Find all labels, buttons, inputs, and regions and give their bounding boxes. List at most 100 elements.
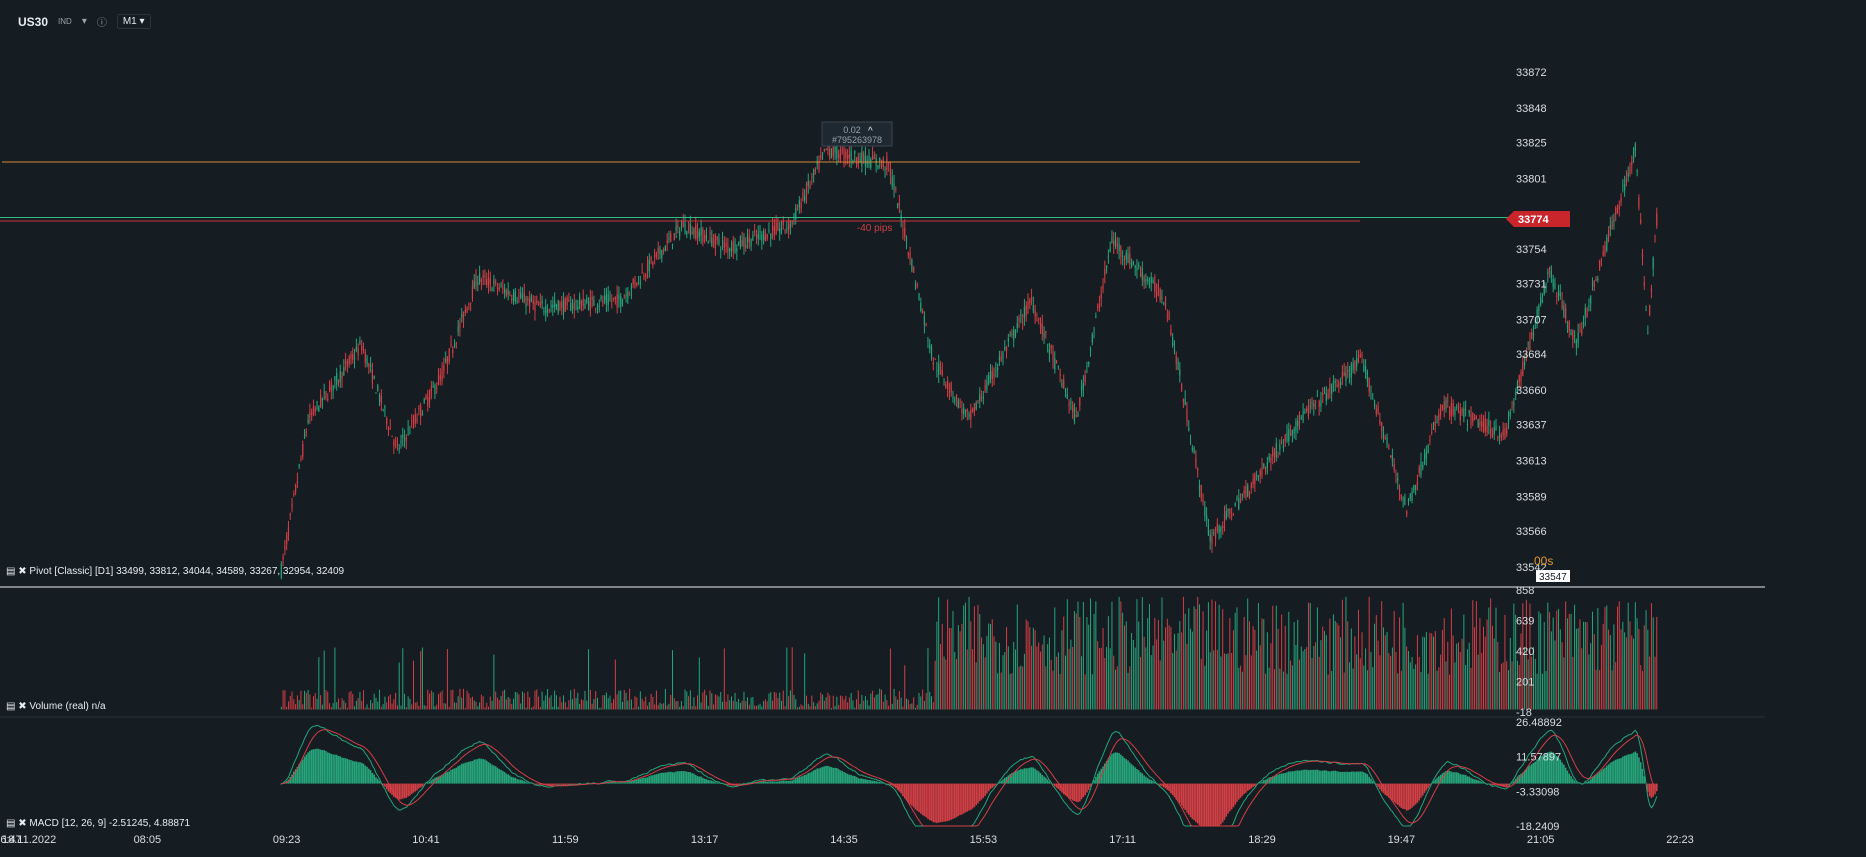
volume-bar: [418, 705, 420, 710]
candle: [1227, 509, 1229, 512]
candle: [1011, 332, 1013, 336]
macd-histogram-bar: [1448, 770, 1451, 784]
candle: [473, 281, 475, 289]
macd-histogram-bar: [737, 783, 740, 785]
macd-histogram-bar: [655, 774, 658, 784]
candle: [384, 406, 386, 409]
pivot-indicator-label[interactable]: ▤ ✖ Pivot [Classic] [D1] 33499, 33812, 3…: [6, 566, 344, 577]
candle: [1316, 395, 1318, 397]
volume-bar: [1424, 637, 1426, 710]
volume-indicator-label[interactable]: ▤ ✖ Volume (real) n/a: [6, 701, 106, 712]
indicator-menu-icon[interactable]: ▤: [6, 818, 16, 829]
volume-bar: [638, 706, 640, 710]
candle: [864, 155, 867, 167]
macd-histogram-bar: [718, 782, 720, 784]
candle: [1431, 431, 1433, 433]
macd-histogram-bar: [1346, 771, 1349, 784]
macd-histogram-bar: [871, 780, 874, 784]
macd-histogram-bar: [1320, 770, 1322, 784]
macd-histogram-bar: [1600, 770, 1603, 784]
volume-bar: [791, 647, 793, 710]
macd-histogram-bar: [382, 783, 384, 786]
volume-bar: [911, 703, 913, 710]
volume-bar: [343, 700, 345, 710]
macd-histogram-bar: [1098, 771, 1101, 784]
candle: [789, 223, 792, 229]
candle: [1191, 448, 1193, 450]
macd-histogram-bar: [809, 772, 811, 784]
volume-bar: [695, 706, 697, 710]
volume-bar: [596, 697, 598, 710]
macd-histogram-bar: [866, 779, 869, 784]
candle: [820, 155, 822, 159]
remove-indicator-icon[interactable]: ✖: [18, 701, 27, 712]
candle: [934, 358, 936, 360]
macd-histogram-bar: [1146, 777, 1149, 784]
volume-bar: [1315, 642, 1317, 710]
macd-histogram-bar: [310, 749, 313, 784]
caret-down-icon[interactable]: ▾: [81, 16, 87, 27]
macd-histogram-bar: [643, 777, 645, 784]
macd-histogram-bar: [1545, 753, 1547, 784]
timeframe-select[interactable]: M1 ▾: [116, 14, 151, 29]
macd-histogram-bar: [1450, 771, 1453, 784]
macd-indicator-label[interactable]: ▤ ✖ MACD [12, 26, 9] -2.51245, 4.88871: [6, 818, 190, 829]
macd-values: -2.51245, 4.88871: [108, 818, 191, 829]
volume-bar: [370, 700, 372, 710]
candle: [1182, 399, 1185, 403]
candle: [498, 287, 500, 290]
symbol-label[interactable]: US30: [18, 14, 49, 29]
macd-histogram-bar: [807, 773, 810, 784]
volume-bar: [863, 700, 865, 710]
candle: [489, 278, 491, 284]
volume-bar: [1422, 636, 1424, 710]
macd-histogram-bar: [791, 780, 793, 784]
macd-histogram-bar: [1577, 782, 1579, 784]
volume-bar: [788, 696, 790, 710]
macd-histogram-bar: [666, 772, 668, 784]
volume-bar: [914, 707, 916, 710]
volume-bar: [361, 701, 363, 710]
volume-bar: [745, 701, 747, 710]
macd-histogram-bar: [341, 757, 343, 784]
volume-bar: [316, 698, 318, 710]
candle: [1502, 429, 1504, 436]
volume-bar: [1427, 673, 1429, 710]
volume-bar: [1116, 666, 1118, 710]
volume-bar: [1220, 656, 1222, 710]
macd-histogram-bar: [475, 759, 477, 784]
remove-indicator-icon[interactable]: ✖: [18, 566, 27, 577]
candle: [566, 297, 568, 306]
volume-bar: [520, 703, 522, 710]
candle: [503, 288, 506, 294]
volume-bar: [1288, 611, 1290, 710]
info-icon[interactable]: ⓘ: [96, 18, 107, 29]
candle: [1284, 434, 1286, 442]
candle: [1597, 278, 1599, 280]
candle: [1388, 447, 1390, 450]
candle: [461, 314, 463, 318]
indicator-menu-icon[interactable]: ▤: [6, 701, 16, 712]
volume-bar: [630, 699, 632, 710]
macd-histogram-bar: [1118, 753, 1120, 784]
candle: [1620, 197, 1622, 203]
macd-histogram-bar: [1313, 769, 1315, 784]
remove-indicator-icon[interactable]: ✖: [18, 818, 27, 829]
volume-bar: [754, 705, 756, 710]
volume-bar: [1631, 635, 1633, 710]
volume-bar: [305, 692, 307, 710]
time-tick-label: 14:35: [830, 834, 858, 846]
volume-bar: [577, 692, 579, 710]
volume-bar: [439, 692, 441, 710]
volume-bar: [1484, 636, 1486, 710]
candle: [870, 159, 872, 168]
macd-histogram-bar: [761, 781, 763, 784]
macd-histogram-bar: [527, 782, 529, 784]
volume-bar: [1606, 605, 1608, 710]
macd-histogram-bar: [1179, 783, 1181, 803]
volume-bar: [505, 699, 507, 710]
indicator-menu-icon[interactable]: ▤: [6, 566, 16, 577]
pivot-values: 33499, 33812, 34044, 34589, 33267, 32954…: [116, 566, 345, 577]
